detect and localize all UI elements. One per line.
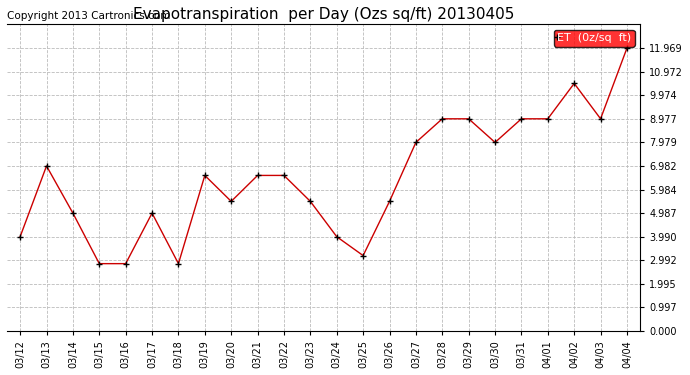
ET  (0z/sq  ft) <box>359 254 367 258</box>
ET  (0z/sq  ft) <box>42 164 50 168</box>
ET  (0z/sq  ft) <box>412 140 420 145</box>
ET  (0z/sq  ft) <box>570 81 578 86</box>
ET  (0z/sq  ft) <box>227 199 235 204</box>
ET  (0z/sq  ft) <box>544 117 552 121</box>
ET  (0z/sq  ft) <box>491 140 499 145</box>
ET  (0z/sq  ft) <box>69 211 77 215</box>
ET  (0z/sq  ft) <box>121 261 130 266</box>
ET  (0z/sq  ft) <box>518 117 526 121</box>
ET  (0z/sq  ft) <box>306 199 315 204</box>
ET  (0z/sq  ft) <box>464 117 473 121</box>
ET  (0z/sq  ft) <box>16 234 24 239</box>
ET  (0z/sq  ft) <box>596 117 604 121</box>
ET  (0z/sq  ft) <box>148 211 156 215</box>
ET  (0z/sq  ft) <box>333 234 341 239</box>
ET  (0z/sq  ft) <box>438 117 446 121</box>
Text: Copyright 2013 Cartronics.com: Copyright 2013 Cartronics.com <box>7 11 170 21</box>
ET  (0z/sq  ft) <box>253 173 262 178</box>
ET  (0z/sq  ft) <box>95 261 104 266</box>
ET  (0z/sq  ft) <box>386 199 394 204</box>
ET  (0z/sq  ft) <box>280 173 288 178</box>
Legend: ET  (0z/sq  ft): ET (0z/sq ft) <box>554 30 635 47</box>
ET  (0z/sq  ft) <box>201 173 209 178</box>
ET  (0z/sq  ft) <box>623 46 631 50</box>
ET  (0z/sq  ft) <box>175 261 183 266</box>
Title: Evapotranspiration  per Day (Ozs sq/ft) 20130405: Evapotranspiration per Day (Ozs sq/ft) 2… <box>133 7 514 22</box>
Line: ET  (0z/sq  ft): ET (0z/sq ft) <box>17 45 631 267</box>
